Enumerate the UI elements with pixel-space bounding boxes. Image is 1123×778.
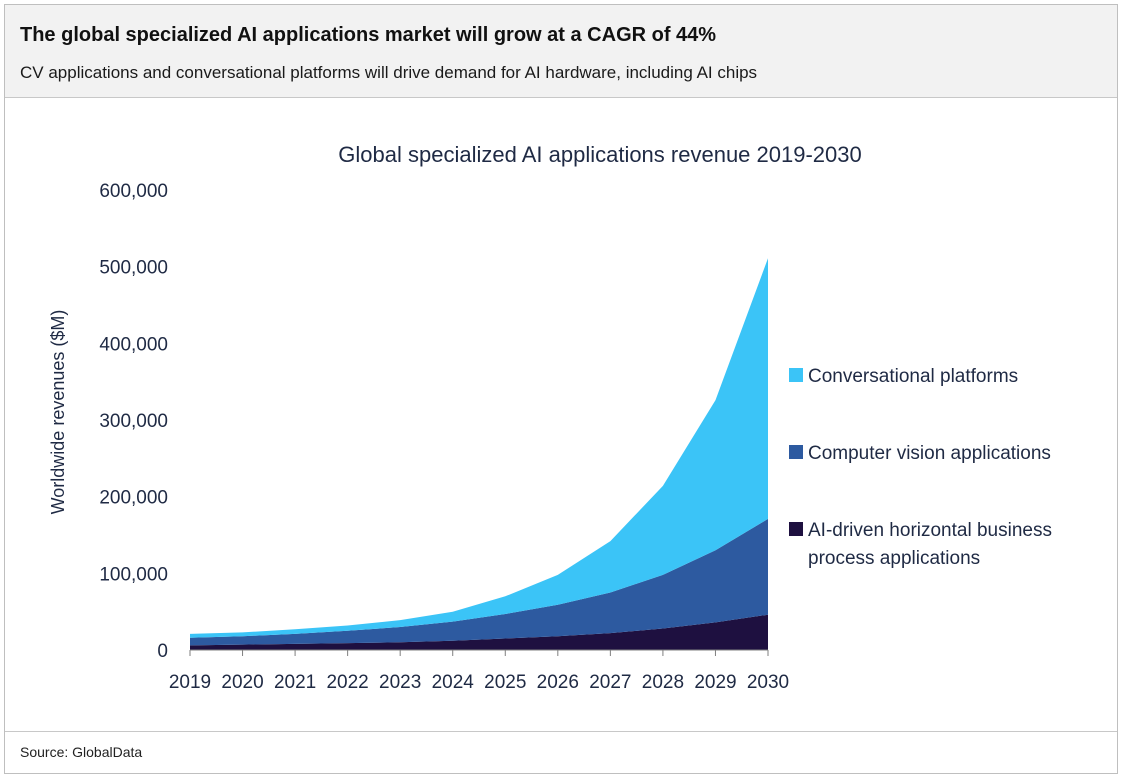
footer: Source: GlobalData xyxy=(5,731,1117,773)
area-series-group xyxy=(190,258,768,650)
legend: Conversational platforms Computer vision … xyxy=(789,366,1052,569)
source-note: Source: GlobalData xyxy=(20,744,143,760)
legend-swatch-conversational xyxy=(789,368,803,382)
header-title: The global specialized AI applications m… xyxy=(20,24,717,46)
y-tick-label: 0 xyxy=(157,641,168,662)
x-tick-label: 2023 xyxy=(379,672,421,693)
area-computer-vision xyxy=(190,518,768,646)
x-tick-label: 2026 xyxy=(537,672,579,693)
x-tick-label: 2020 xyxy=(221,672,263,693)
x-tick-label: 2024 xyxy=(432,672,475,693)
y-tick-label: 500,000 xyxy=(99,258,168,279)
y-axis-label: Worldwide revenues ($M) xyxy=(48,310,68,515)
legend-swatch-computer-vision xyxy=(789,445,803,459)
x-tick-label: 2025 xyxy=(484,672,526,693)
legend-label: Computer vision applications xyxy=(808,443,1051,464)
legend-label: Conversational platforms xyxy=(808,366,1018,387)
y-tick-label: 100,000 xyxy=(99,564,168,585)
chart-frame: The global specialized AI applications m… xyxy=(4,4,1118,774)
y-tick-label: 400,000 xyxy=(99,334,168,355)
x-tick-label: 2029 xyxy=(694,672,736,693)
area-business-process xyxy=(190,614,768,650)
axes-group: 2019 2020 2021 2022 2023 2024 2025 2026 2027 2028… xyxy=(99,181,789,693)
x-tick-label: 2030 xyxy=(747,672,789,693)
x-tick-label: 2022 xyxy=(326,672,368,693)
chart-title: Global specialized AI applications reven… xyxy=(338,142,861,167)
header-banner: The global specialized AI applications m… xyxy=(5,5,1117,98)
legend-swatch-business-process xyxy=(789,522,803,536)
area-conversational xyxy=(190,258,768,638)
y-tick-label: 600,000 xyxy=(99,181,168,202)
y-tick-label: 300,000 xyxy=(99,411,168,432)
x-tick-label: 2028 xyxy=(642,672,684,693)
x-tick-label: 2021 xyxy=(274,672,316,693)
y-tick-label: 200,000 xyxy=(99,488,168,509)
x-tick-label: 2019 xyxy=(169,672,211,693)
header-subtitle: CV applications and conversational platf… xyxy=(20,63,758,82)
x-tick-label: 2027 xyxy=(589,672,631,693)
legend-label: AI-driven horizontal business process app… xyxy=(808,520,1052,569)
